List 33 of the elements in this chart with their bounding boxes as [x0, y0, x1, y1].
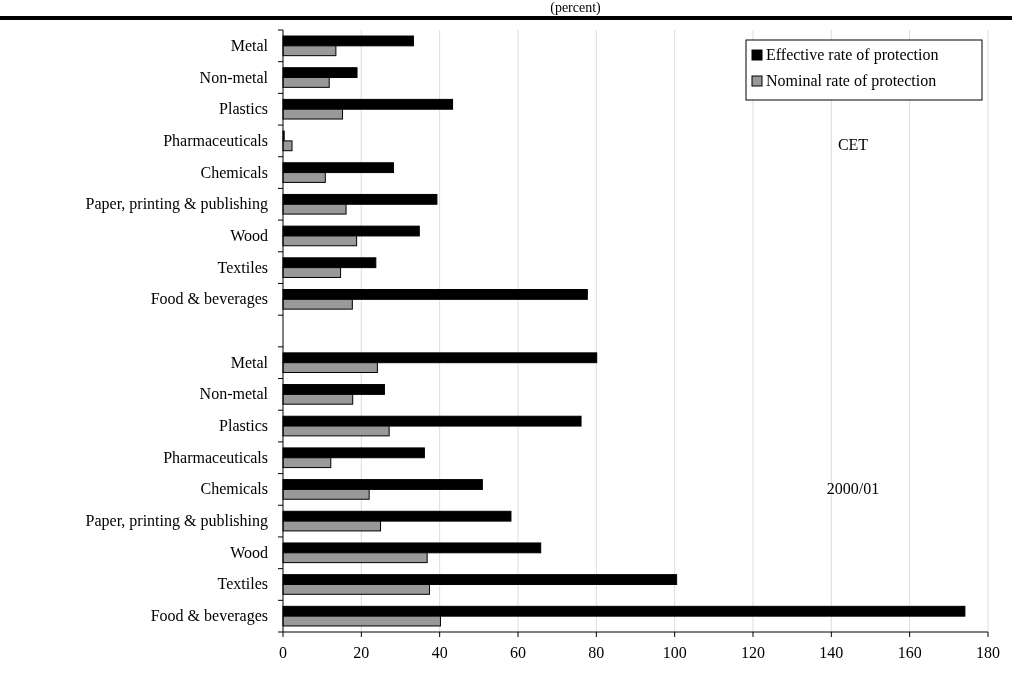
- y-tick-label: Wood: [230, 543, 268, 561]
- y-tick-label: Non-metal: [199, 68, 269, 86]
- x-tick-label: 0: [279, 644, 287, 661]
- y-tick-label: Metal: [230, 353, 269, 371]
- x-tick-label: 120: [741, 644, 765, 661]
- y-tick-label: Textiles: [217, 575, 268, 593]
- annotation: CET: [837, 135, 869, 153]
- y-tick-label: Plastics: [219, 417, 268, 435]
- y-tick-label: Food & beverages: [150, 290, 268, 309]
- y-tick-label: Pharmaceuticals: [163, 131, 268, 149]
- y-tick-label: Metal: [230, 36, 269, 54]
- x-tick-label: 140: [819, 644, 844, 661]
- y-tick-label: Pharmaceuticals: [163, 448, 268, 466]
- annotation: 2000/01: [826, 480, 880, 498]
- x-tick-label: 100: [662, 644, 687, 661]
- legend-label: Effective rate of protection: [766, 46, 939, 64]
- x-tick-label: 80: [588, 644, 605, 661]
- y-tick-label: Chemicals: [200, 480, 268, 498]
- y-tick-label: Plastics: [219, 100, 268, 118]
- x-tick-label: 60: [510, 644, 526, 661]
- y-tick-label: Paper, printing & publishing: [85, 512, 268, 531]
- x-tick-label: 160: [897, 644, 922, 661]
- y-tick-label: Food & beverages: [150, 607, 268, 626]
- x-tick-label: 20: [353, 644, 370, 661]
- x-tick-label: 180: [976, 644, 1000, 661]
- x-tick-label: 40: [431, 644, 448, 661]
- y-tick-label: Textiles: [217, 258, 268, 276]
- legend-label: Nominal rate of protection: [766, 72, 937, 90]
- y-tick-label: Non-metal: [199, 385, 269, 403]
- y-tick-label: Paper, printing & publishing: [85, 195, 268, 214]
- y-tick-label: Chemicals: [200, 163, 268, 181]
- y-tick-label: Wood: [230, 226, 268, 244]
- chart-title: (percent): [550, 0, 602, 16]
